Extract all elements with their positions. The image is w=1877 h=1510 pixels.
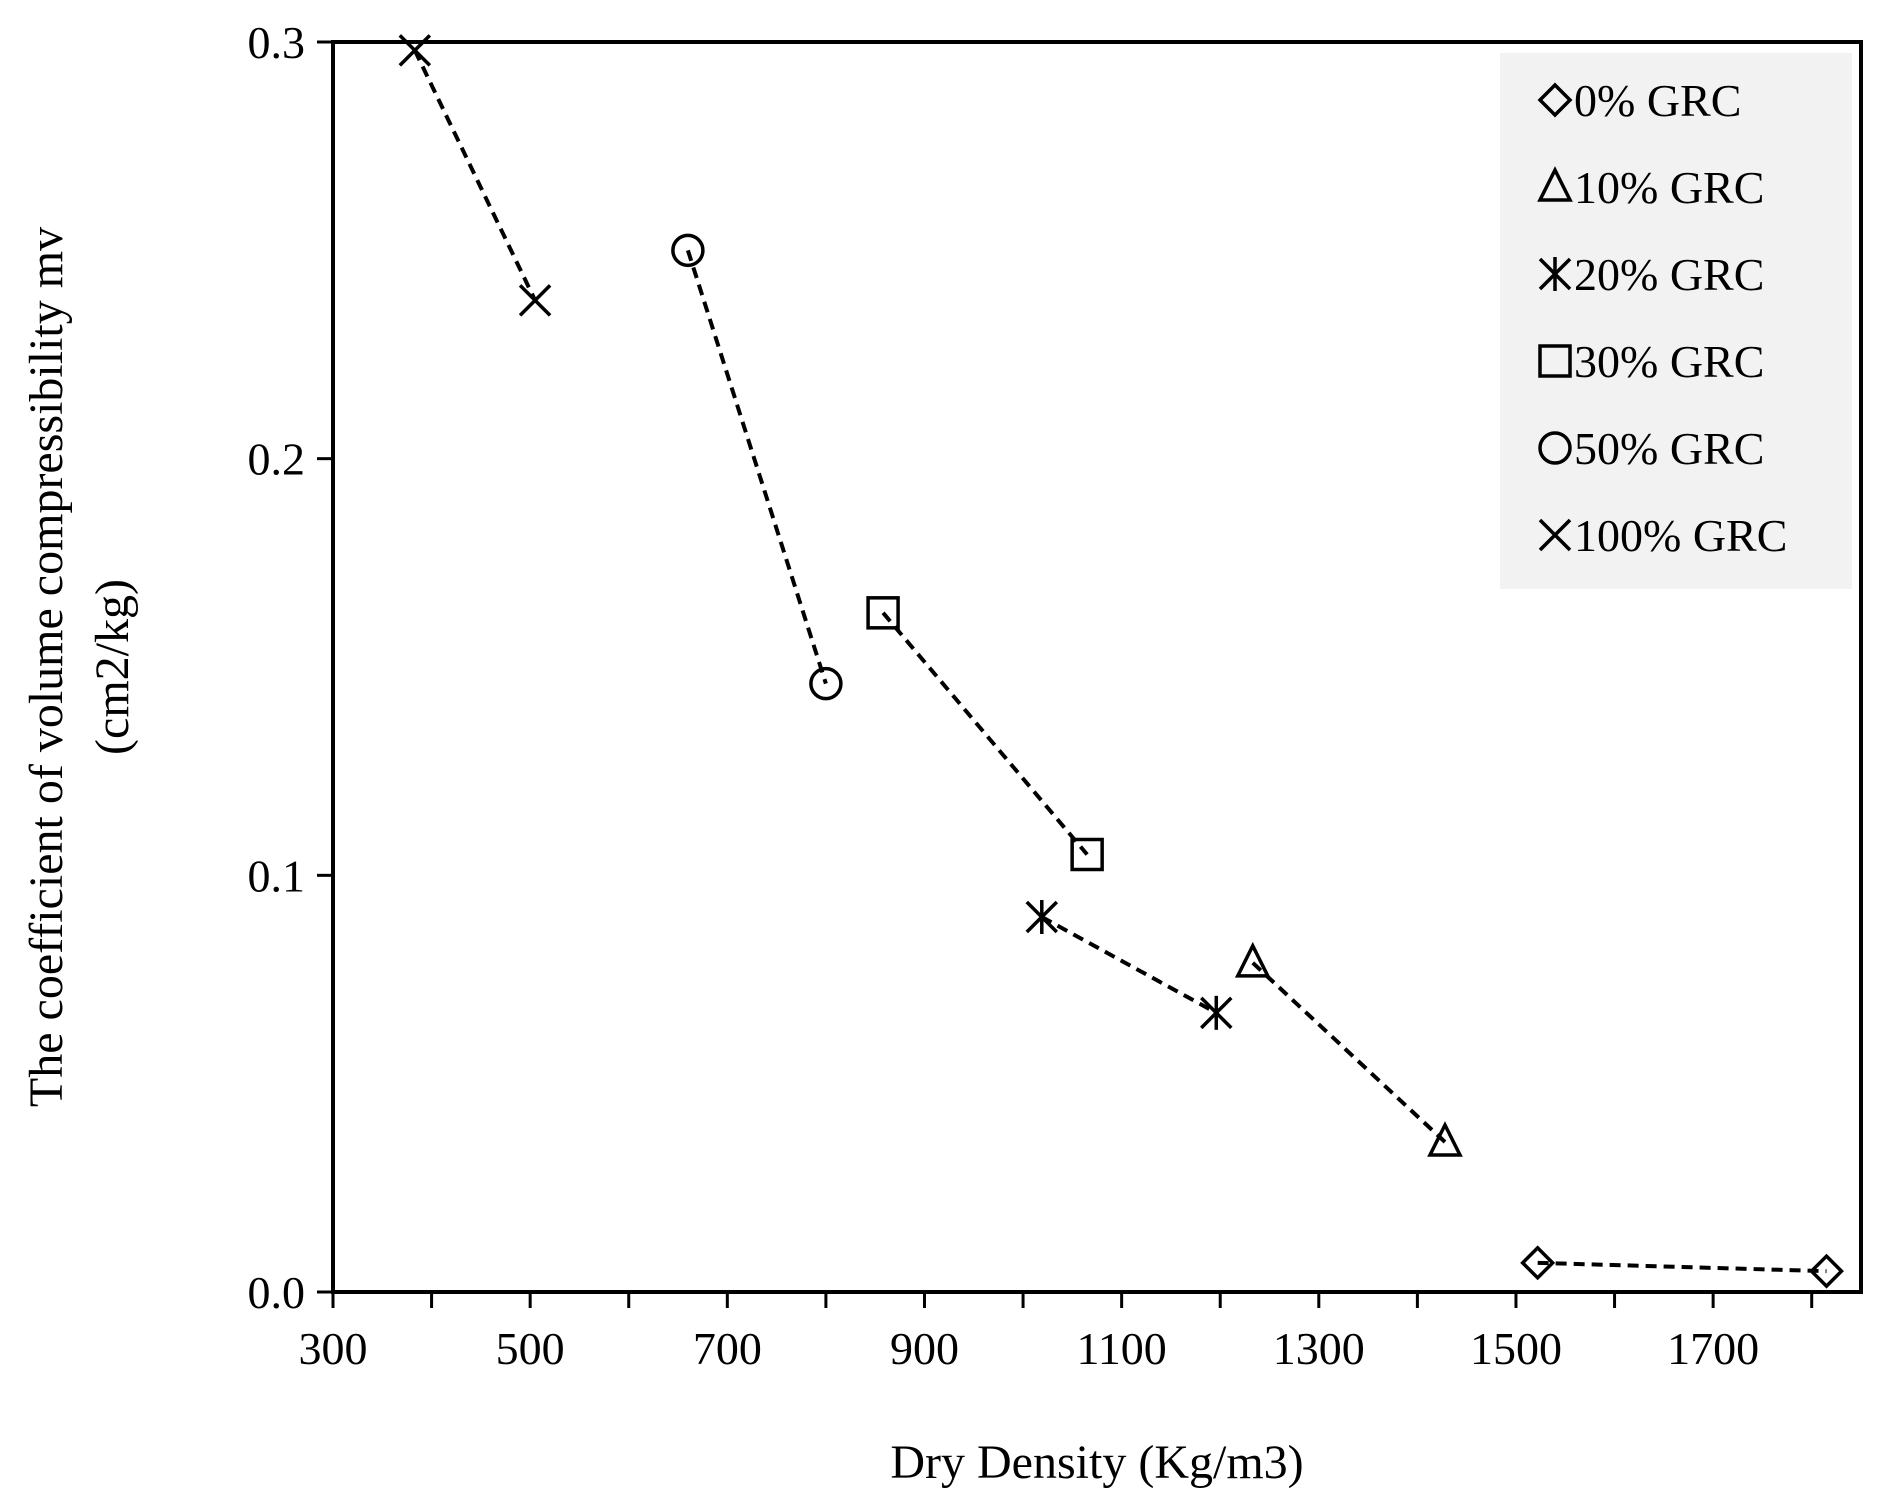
- series-line-0pct-grc: [1537, 1260, 1827, 1274]
- data-point-50pct-grc: [671, 233, 705, 268]
- y-axis-title-line1: The coefficient of volume compressibilit…: [20, 227, 73, 1107]
- plot-frame: [331, 40, 1863, 1294]
- series-line-50pct-grc: [685, 249, 828, 685]
- data-point-100pct-grc: [398, 34, 432, 67]
- legend-label: 20% GRC: [1574, 249, 1764, 300]
- legend-marker: [1538, 518, 1572, 552]
- data-point-10pct-grc: [1234, 941, 1271, 978]
- legend-marker: [1538, 257, 1572, 291]
- legend-label: 0% GRC: [1574, 75, 1741, 126]
- legend-item: 100% GRC: [1538, 510, 1787, 561]
- series-line-20pct-grc: [1040, 915, 1218, 1015]
- y-axis-title-line2: (cm2/kg): [86, 579, 139, 755]
- data-point-20pct-grc: [1025, 900, 1059, 934]
- legend-item: 30% GRC: [1538, 336, 1764, 387]
- data-point-20pct-grc: [1200, 995, 1233, 1030]
- x-tick-label: 1700: [1667, 1323, 1759, 1374]
- series-line-30pct-grc: [881, 611, 1089, 856]
- x-tick-label: 1100: [1076, 1323, 1166, 1374]
- series-line-100pct-grc: [413, 49, 537, 302]
- data-point-0pct-grc: [1809, 1253, 1844, 1289]
- x-tick-label: 500: [496, 1323, 565, 1374]
- legend-item: 50% GRC: [1538, 423, 1764, 474]
- y-tick-label: 0.1: [248, 850, 306, 901]
- y-tick-label: 0.2: [248, 434, 306, 485]
- legend-label: 10% GRC: [1574, 162, 1764, 213]
- legend-item: 0% GRC: [1537, 75, 1741, 126]
- x-tick-label: 1500: [1470, 1323, 1562, 1374]
- series-markers: [398, 34, 1844, 1289]
- series-lines: [413, 49, 1827, 1274]
- x-tick-label: 700: [693, 1323, 762, 1374]
- x-tick-label: 300: [299, 1323, 368, 1374]
- legend-marker: [1538, 431, 1572, 465]
- data-point-50pct-grc: [809, 666, 843, 701]
- legend-marker: [1537, 82, 1573, 118]
- legend-marker: [1537, 166, 1573, 202]
- legend-item: 20% GRC: [1538, 249, 1764, 300]
- data-point-0pct-grc: [1520, 1245, 1556, 1281]
- data-point-30pct-grc: [866, 596, 900, 630]
- legend-background: [1500, 53, 1852, 589]
- data-point-100pct-grc: [518, 284, 552, 317]
- data-point-10pct-grc: [1427, 1121, 1463, 1157]
- x-axis-title: Dry Density (Kg/m3): [890, 1436, 1303, 1489]
- y-tick-label: 0.3: [248, 17, 306, 68]
- legend-label: 50% GRC: [1574, 423, 1764, 474]
- y-axis-ticks: 0.0 0.1 0.2 0.3: [248, 17, 333, 1318]
- y-tick-label: 0.0: [248, 1267, 306, 1318]
- data-point-30pct-grc: [1070, 837, 1104, 872]
- legend-label: 100% GRC: [1574, 510, 1787, 561]
- x-tick-label: 1300: [1273, 1323, 1365, 1374]
- legend-marker: [1538, 344, 1572, 378]
- x-tick-label: 900: [890, 1323, 959, 1374]
- legend-label: 30% GRC: [1574, 336, 1764, 387]
- legend: 0% GRC 10% GRC 20% GRC 30% GRC 50% GRC 100% G…: [1500, 53, 1852, 589]
- x-axis-ticks: 300 500 700 900 1100 1300 1500 1700: [299, 1292, 1814, 1374]
- legend-item: 10% GRC: [1537, 162, 1764, 213]
- series-line-10pct-grc: [1251, 961, 1447, 1144]
